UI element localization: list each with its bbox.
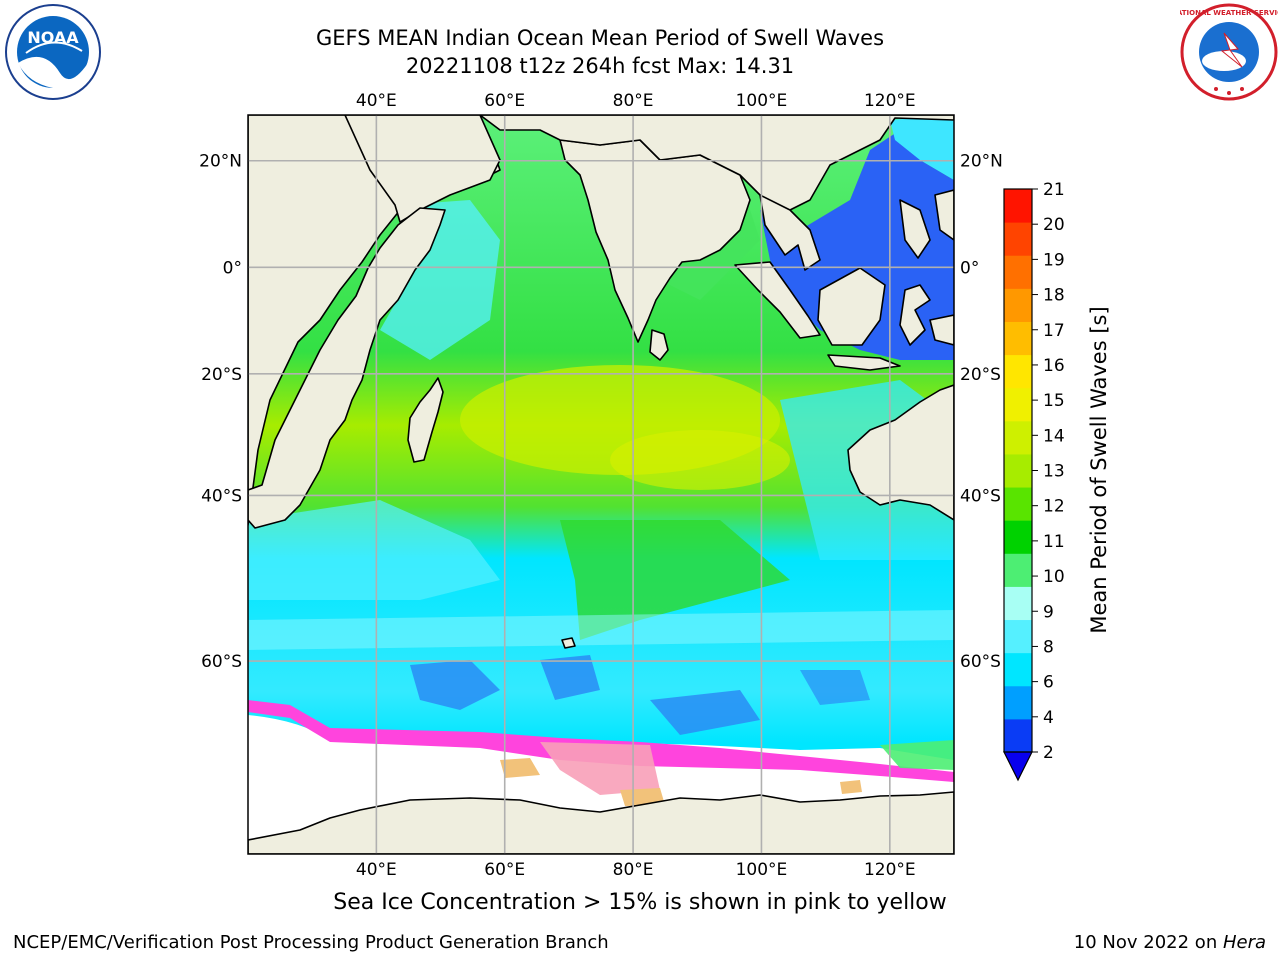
lon-label-top: 80°E	[613, 91, 654, 111]
lat-label-right: 0°	[960, 258, 979, 278]
lat-label-left: 60°S	[201, 652, 242, 672]
colorbar-tick-label: 9	[1043, 602, 1054, 622]
malay-sumatra	[734, 261, 821, 339]
colorbar-swatch	[1004, 222, 1032, 256]
colorbar-tick-label: 16	[1043, 356, 1065, 376]
colorbar-tick-label: 21	[1043, 180, 1065, 200]
chart-title: GEFS MEAN Indian Ocean Mean Period of Sw…	[315, 26, 885, 50]
lon-label-bottom: 100°E	[736, 860, 788, 880]
lon-label-top: 100°E	[736, 91, 788, 111]
colorbar-tick-label: 18	[1043, 286, 1065, 306]
colorbar-swatch	[1004, 321, 1032, 356]
colorbar-swatch	[1004, 255, 1032, 289]
colorbar-tick-label: 13	[1043, 462, 1065, 482]
colorbar-swatch	[1004, 520, 1032, 554]
colorbar-tick-label: 17	[1043, 321, 1065, 341]
green-tongue	[560, 520, 790, 640]
lat-labels-right: 20°N 0° 20°S 40°S 60°S	[960, 152, 1003, 672]
lat-label-right: 20°N	[960, 152, 1003, 172]
colorbar-swatch	[1004, 586, 1032, 621]
colorbar-swatch	[1004, 619, 1032, 654]
arabian-sea-cyan	[380, 200, 500, 360]
chart-subtitle: 20221108 t12z 264h fcst Max: 14.31	[405, 54, 795, 78]
footer-date-text: 10 Nov 2022 on	[1073, 932, 1223, 953]
colorbar-swatch	[1004, 718, 1032, 753]
colorbar: 2 4 6 8 9 10 11 12 13 14 15 16 17 18 19 20 21	[1003, 180, 1065, 782]
noaa-logo: NOAA	[4, 3, 102, 101]
footer-credit: NCEP/EMC/Verification Post Processing Pr…	[13, 932, 609, 953]
colorbar-tick-label: 14	[1043, 426, 1065, 446]
land-masses	[248, 115, 954, 854]
madagascar	[407, 377, 444, 463]
colorbar-swatch	[1004, 685, 1032, 720]
colorbar-tick-label: 12	[1043, 497, 1065, 517]
colorbar-tick-label: 6	[1043, 673, 1054, 693]
southwest-cyan	[248, 500, 500, 600]
colorbar-swatch	[1004, 487, 1032, 521]
colorbar-title: Mean Period of Swell Waves [s]	[1087, 306, 1111, 633]
colorbar-tick-label: 11	[1043, 532, 1065, 552]
lon-labels-bottom: 40°E 60°E 80°E 100°E 120°E	[356, 860, 916, 880]
lat-label-left: 40°S	[201, 486, 242, 506]
noaa-logo-text: NOAA	[27, 28, 79, 47]
lat-label-right: 60°S	[960, 652, 1001, 672]
australia	[847, 384, 954, 521]
lat-label-right: 20°S	[960, 365, 1001, 385]
colorbar-tick-label: 19	[1043, 250, 1065, 270]
lon-label-top: 60°E	[484, 91, 525, 111]
sea-ice-pink	[248, 700, 954, 782]
lat-label-left: 20°S	[201, 365, 242, 385]
colorbar-swatch	[1004, 354, 1032, 389]
graticule	[248, 115, 954, 854]
map-frame	[247, 114, 955, 855]
colorbar-tick-label: 20	[1043, 215, 1065, 235]
lon-label-top: 120°E	[864, 91, 916, 111]
nws-logo: NATIONAL WEATHER SERVICE	[1171, 3, 1280, 101]
map-panel	[248, 115, 954, 854]
colorbar-extend-arrow	[1003, 751, 1033, 782]
colorbar-swatch	[1004, 288, 1032, 322]
footer-date: 10 Nov 2022 on Hera	[1074, 932, 1266, 953]
lon-label-bottom: 60°E	[484, 860, 525, 880]
colorbar-tick-label: 15	[1043, 391, 1065, 411]
lon-label-bottom: 40°E	[356, 860, 397, 880]
colorbar-swatch	[1004, 453, 1032, 488]
lon-label-bottom: 120°E	[864, 860, 916, 880]
lat-label-left: 0°	[223, 258, 242, 278]
colorbar-swatch	[1004, 420, 1032, 455]
colorbar-swatch	[1004, 652, 1032, 687]
nws-logo-text: NATIONAL WEATHER SERVICE	[1180, 9, 1278, 17]
lon-label-top: 40°E	[356, 91, 397, 111]
colorbar-swatch	[1004, 387, 1032, 422]
colorbar-tick-label: 10	[1043, 567, 1065, 587]
colorbar-tick-label: 8	[1043, 637, 1054, 657]
lon-labels-top: 40°E 60°E 80°E 100°E 120°E	[356, 91, 916, 111]
colorbar-swatch	[1004, 189, 1032, 223]
sea-ice-caption: Sea Ice Concentration > 15% is shown in …	[333, 890, 947, 915]
footer-machine: Hera	[1222, 932, 1266, 953]
lat-label-left: 20°N	[199, 152, 242, 172]
lon-label-bottom: 80°E	[613, 860, 654, 880]
lat-labels-left: 20°N 0° 20°S 40°S 60°S	[199, 152, 242, 672]
lat-label-right: 40°S	[960, 486, 1001, 506]
colorbar-tick-label: 2	[1043, 743, 1054, 763]
colorbar-tick-label: 4	[1043, 708, 1054, 728]
colorbar-swatch	[1004, 553, 1032, 587]
borneo	[817, 267, 886, 346]
